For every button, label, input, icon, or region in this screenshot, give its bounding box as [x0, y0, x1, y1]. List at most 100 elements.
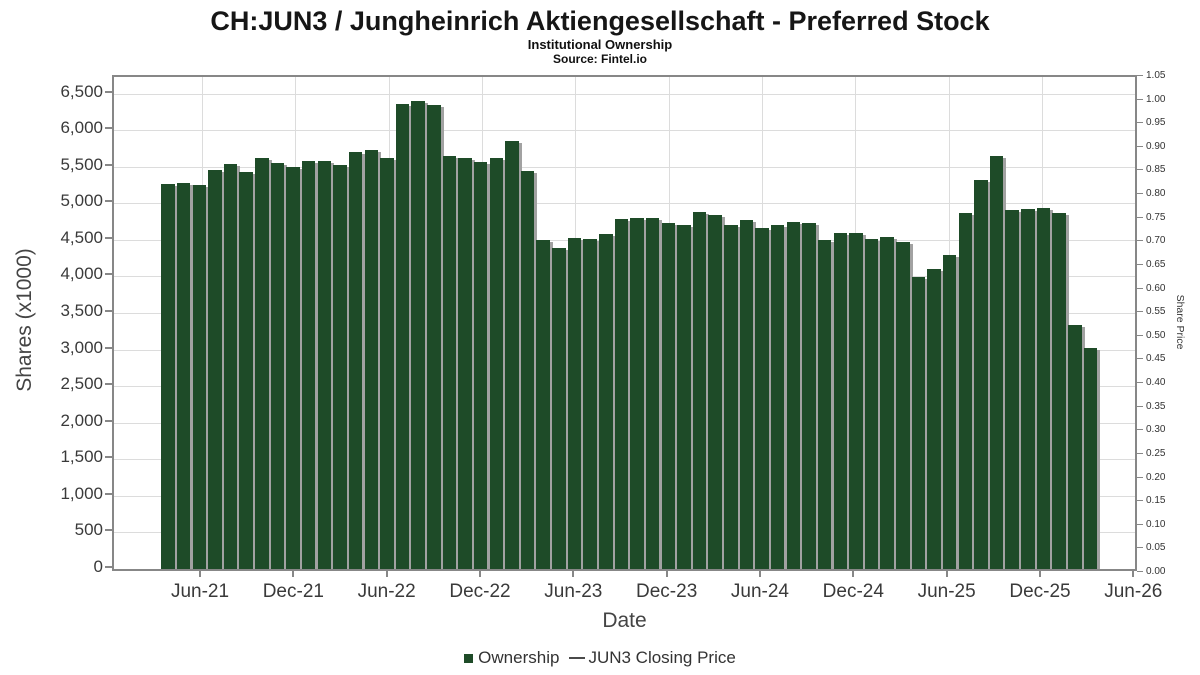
bar-Oct-23[interactable]	[630, 217, 644, 569]
bar-Oct-21[interactable]	[255, 157, 269, 569]
bar-Nov-25[interactable]	[1021, 209, 1035, 569]
y-axis-tick-label: 1,000	[60, 483, 103, 503]
bar-Sep-21[interactable]	[239, 171, 253, 569]
price-axis-tick	[1137, 358, 1143, 360]
bar-Sep-24[interactable]	[802, 223, 816, 569]
bar-Jun-24[interactable]	[755, 228, 769, 569]
plot-area	[112, 75, 1137, 571]
bar-Mar-22[interactable]	[333, 164, 347, 569]
bar-Aug-23[interactable]	[599, 234, 613, 569]
bar-Dec-22[interactable]	[473, 162, 488, 569]
bar-Aug-24[interactable]	[786, 221, 801, 569]
bar-Jul-23[interactable]	[583, 239, 597, 569]
bar-Apr-23[interactable]	[536, 239, 550, 569]
price-axis-tick	[1137, 571, 1143, 572]
price-axis-tick	[1137, 263, 1143, 265]
bar-Jan-24[interactable]	[677, 224, 691, 569]
bar-Mar-26[interactable]	[1083, 348, 1098, 569]
gridline-horizontal	[114, 166, 1135, 168]
y-axis-tick-label: 2,000	[60, 410, 103, 430]
bar-Apr-25[interactable]	[911, 277, 926, 569]
bar-Jul-25[interactable]	[958, 213, 973, 569]
bar-Nov-22[interactable]	[458, 157, 472, 569]
bar-Jun-21[interactable]	[192, 184, 207, 569]
price-axis-tick-label: 0.10	[1146, 518, 1166, 530]
price-axis-tick	[1137, 75, 1143, 76]
bar-Feb-23[interactable]	[505, 141, 519, 569]
bar-Jul-21[interactable]	[208, 170, 222, 569]
legend-label-closing-price: JUN3 Closing Price	[588, 648, 736, 667]
y-axis-tick-label: 4,500	[60, 227, 103, 247]
chart-subtitle: Institutional Ownership	[527, 37, 673, 52]
x-axis-tick	[199, 571, 201, 577]
line-swatch-icon	[569, 656, 586, 660]
price-axis-tick-label: 0.50	[1146, 329, 1166, 341]
bar-Aug-25[interactable]	[974, 179, 988, 569]
price-axis-tick	[1137, 405, 1143, 407]
bar-Jun-25[interactable]	[942, 255, 957, 569]
bar-Oct-22[interactable]	[442, 156, 457, 569]
y-axis-tick	[105, 273, 112, 276]
bar-Oct-25[interactable]	[1005, 209, 1019, 569]
bar-Jul-22[interactable]	[395, 104, 410, 569]
bar-May-21[interactable]	[176, 182, 191, 569]
chart-title: CH:JUN3 / Jungheinrich Aktiengesellschaf…	[210, 6, 990, 36]
bar-Jan-25[interactable]	[864, 238, 879, 569]
bar-Aug-22[interactable]	[411, 101, 425, 569]
bar-May-25[interactable]	[927, 269, 941, 569]
bar-Apr-22[interactable]	[348, 152, 363, 569]
y-axis-tick-label: 3,500	[60, 300, 103, 320]
legend-label-ownership: Ownership	[478, 648, 560, 667]
y-axis-tick-label: 500	[74, 520, 103, 540]
price-axis-tick	[1137, 193, 1143, 195]
bar-Mar-23[interactable]	[520, 171, 535, 569]
legend-item-closing-price[interactable]: JUN3 Closing Price	[569, 648, 736, 668]
price-axis-tick	[1137, 169, 1143, 171]
price-axis-tick	[1137, 547, 1143, 549]
bar-Nov-21[interactable]	[270, 162, 285, 569]
price-axis-tick-label: 0.80	[1146, 188, 1166, 200]
bar-Dec-25[interactable]	[1036, 208, 1051, 569]
price-axis-tick	[1137, 452, 1143, 454]
gridline-horizontal	[114, 93, 1135, 95]
y-axis-tick	[105, 200, 112, 203]
bar-Feb-26[interactable]	[1068, 325, 1082, 569]
bar-Dec-23[interactable]	[661, 222, 676, 569]
bar-Jan-23[interactable]	[489, 157, 504, 569]
price-axis-tick	[1137, 145, 1143, 147]
bar-Jan-22[interactable]	[301, 160, 316, 569]
bar-Feb-25[interactable]	[880, 237, 894, 569]
bar-Dec-21[interactable]	[286, 167, 300, 569]
bar-Oct-24[interactable]	[817, 239, 832, 569]
bar-Jul-24[interactable]	[770, 225, 785, 569]
bar-May-24[interactable]	[739, 220, 754, 569]
bar-Nov-24[interactable]	[833, 232, 848, 569]
bar-Mar-25[interactable]	[896, 242, 910, 569]
bar-Jan-26[interactable]	[1052, 212, 1066, 569]
legend-item-ownership[interactable]: Ownership	[464, 648, 559, 668]
bar-Apr-24[interactable]	[724, 225, 738, 569]
x-axis-tick-label: Jun-22	[357, 581, 416, 602]
bar-Feb-24[interactable]	[692, 211, 707, 569]
price-axis-tick	[1137, 287, 1143, 289]
bar-May-23[interactable]	[552, 247, 566, 569]
bar-Mar-24[interactable]	[708, 215, 722, 569]
bar-Sep-22[interactable]	[427, 104, 441, 569]
bar-May-22[interactable]	[364, 150, 379, 569]
bar-Jun-22[interactable]	[380, 157, 394, 569]
bar-Sep-25[interactable]	[989, 156, 1004, 569]
price-axis-tick-label: 0.35	[1146, 400, 1166, 412]
y-axis-tick	[105, 309, 112, 312]
bar-Sep-23[interactable]	[614, 218, 629, 569]
bar-Feb-22[interactable]	[317, 160, 332, 569]
bar-Nov-23[interactable]	[645, 217, 660, 569]
x-axis-tick-label: Jun-23	[544, 581, 603, 602]
legend: Ownership JUN3 Closing Price	[0, 648, 1200, 668]
bar-Apr-21[interactable]	[161, 183, 175, 569]
y-axis-tick-label: 6,000	[60, 118, 103, 138]
x-axis-tick	[385, 571, 388, 577]
bar-Aug-21[interactable]	[223, 163, 238, 569]
price-axis-tick-label: 0.70	[1146, 235, 1166, 247]
bar-Jun-23[interactable]	[567, 237, 582, 569]
bar-Dec-24[interactable]	[849, 232, 863, 569]
